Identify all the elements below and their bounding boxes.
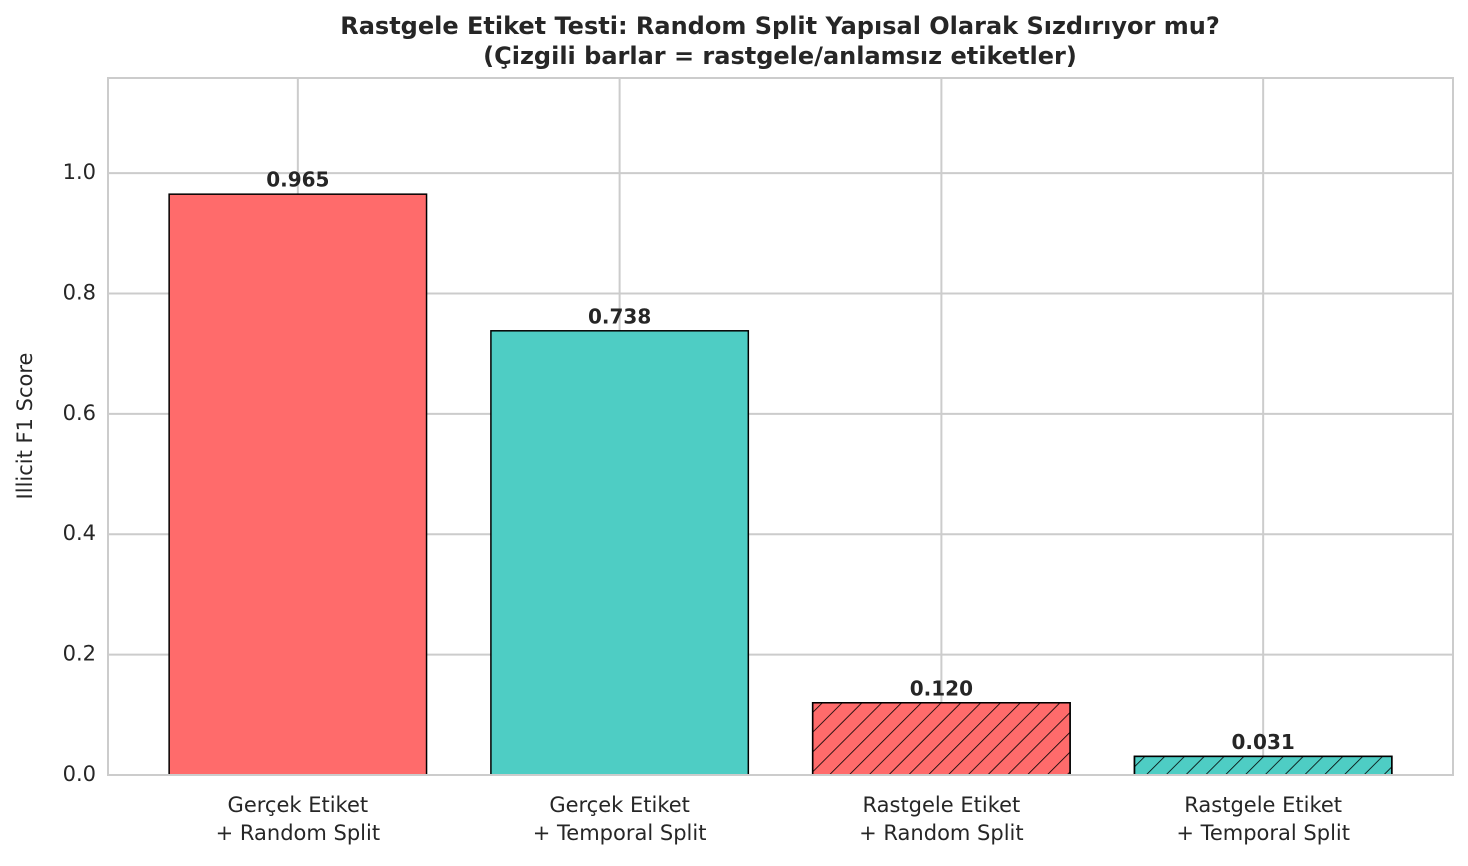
- y-tick-label: 0.6: [63, 401, 96, 425]
- chart-subtitle: (Çizgili barlar = rastgele/anlamsız etik…: [483, 42, 1077, 70]
- y-tick-label: 0.0: [63, 762, 96, 786]
- y-tick-label: 0.2: [63, 642, 96, 666]
- y-axis-label: Illicit F1 Score: [13, 353, 37, 500]
- value-label: 0.031: [1232, 730, 1295, 754]
- value-label: 0.965: [266, 168, 329, 192]
- value-label: 0.738: [588, 304, 651, 328]
- x-tick-label: Rastgele Etiket: [1184, 793, 1342, 817]
- x-tick-label: Gerçek Etiket: [228, 793, 369, 817]
- bar: [168, 193, 428, 776]
- chart-title: Rastgele Etiket Testi: Random Split Yapı…: [340, 12, 1220, 40]
- value-label: 0.120: [910, 676, 973, 700]
- x-tick-label: + Random Split: [859, 821, 1023, 845]
- y-tick-label: 1.0: [63, 160, 96, 184]
- marks: 0.965 0.738 0.120 0.031: [168, 168, 1393, 776]
- bar: [490, 330, 750, 776]
- bar-hatch: [1133, 755, 1393, 776]
- x-tick-label: + Temporal Split: [533, 821, 707, 845]
- y-tick-label: 0.4: [63, 521, 96, 545]
- plot-frame: [107, 77, 1454, 776]
- bar-hatch: [811, 702, 1071, 776]
- x-tick-label: + Temporal Split: [1176, 821, 1350, 845]
- x-tick-label: + Random Split: [216, 821, 380, 845]
- x-tick-label: Rastgele Etiket: [863, 793, 1021, 817]
- x-tick-label: Gerçek Etiket: [549, 793, 690, 817]
- y-tick-label: 0.8: [63, 280, 96, 304]
